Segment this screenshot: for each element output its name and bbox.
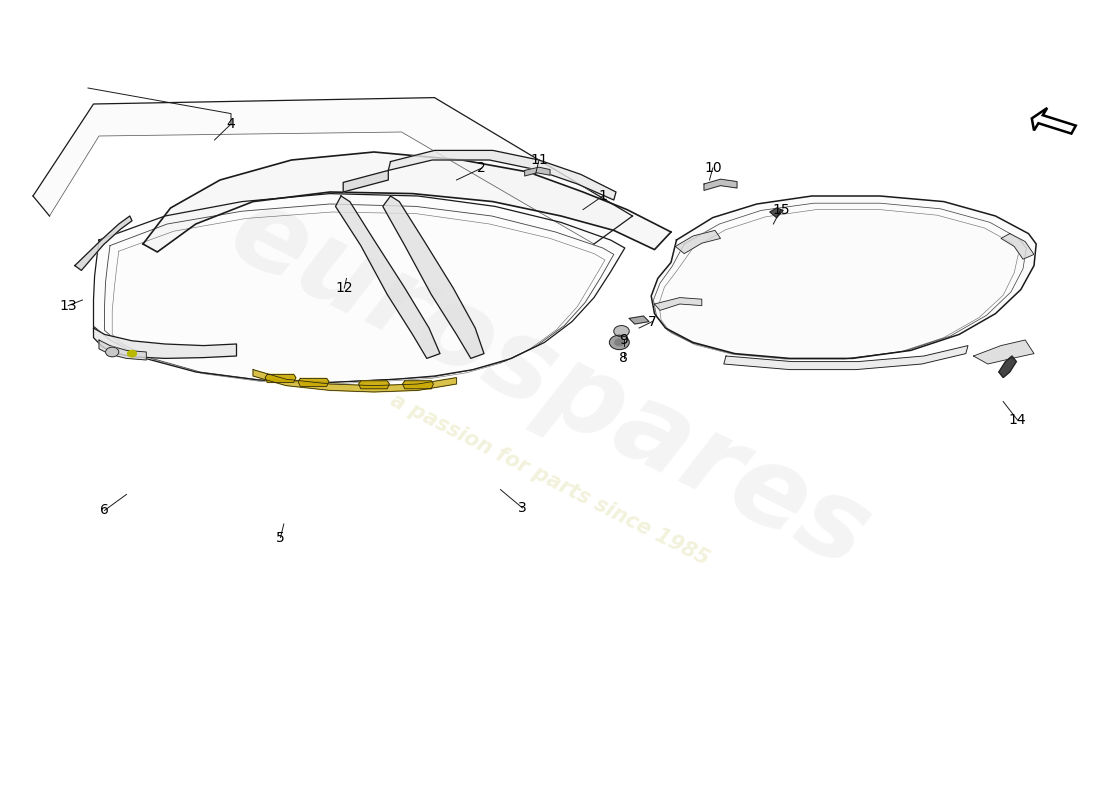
Polygon shape bbox=[359, 381, 389, 389]
Text: 8: 8 bbox=[619, 351, 628, 366]
Polygon shape bbox=[403, 381, 433, 389]
Text: 7: 7 bbox=[648, 314, 657, 329]
Text: 6: 6 bbox=[100, 503, 109, 518]
Text: 2: 2 bbox=[477, 161, 486, 175]
Text: 15: 15 bbox=[772, 202, 790, 217]
Polygon shape bbox=[94, 194, 625, 382]
Polygon shape bbox=[675, 230, 720, 254]
Text: 13: 13 bbox=[59, 298, 77, 313]
Polygon shape bbox=[298, 378, 329, 386]
Polygon shape bbox=[388, 150, 616, 200]
Polygon shape bbox=[999, 356, 1016, 378]
Polygon shape bbox=[33, 98, 632, 244]
Text: 14: 14 bbox=[1009, 413, 1026, 427]
Polygon shape bbox=[654, 298, 702, 310]
Text: 4: 4 bbox=[227, 117, 235, 131]
Polygon shape bbox=[383, 196, 484, 358]
Polygon shape bbox=[99, 340, 146, 360]
Circle shape bbox=[614, 326, 629, 337]
Polygon shape bbox=[724, 346, 968, 370]
Circle shape bbox=[128, 350, 136, 357]
Text: a passion for parts since 1985: a passion for parts since 1985 bbox=[387, 390, 713, 570]
Text: 5: 5 bbox=[276, 530, 285, 545]
Polygon shape bbox=[94, 328, 236, 358]
Polygon shape bbox=[1032, 108, 1076, 134]
Polygon shape bbox=[265, 374, 296, 382]
Polygon shape bbox=[974, 340, 1034, 364]
Text: 9: 9 bbox=[619, 333, 628, 347]
Text: 12: 12 bbox=[336, 281, 353, 295]
Polygon shape bbox=[336, 196, 440, 358]
Polygon shape bbox=[253, 370, 456, 392]
Polygon shape bbox=[525, 167, 550, 176]
Text: 1: 1 bbox=[598, 189, 607, 203]
Text: eurospares: eurospares bbox=[212, 177, 888, 591]
Polygon shape bbox=[629, 316, 649, 324]
Polygon shape bbox=[1001, 234, 1034, 259]
Circle shape bbox=[106, 347, 119, 357]
Polygon shape bbox=[343, 170, 388, 192]
Polygon shape bbox=[143, 152, 671, 252]
Polygon shape bbox=[704, 179, 737, 190]
Text: 11: 11 bbox=[530, 153, 548, 167]
Text: 10: 10 bbox=[704, 161, 722, 175]
Polygon shape bbox=[770, 208, 783, 218]
Circle shape bbox=[609, 335, 629, 350]
Text: 3: 3 bbox=[518, 501, 527, 515]
Polygon shape bbox=[651, 196, 1036, 358]
Polygon shape bbox=[75, 216, 132, 270]
Circle shape bbox=[615, 339, 624, 346]
